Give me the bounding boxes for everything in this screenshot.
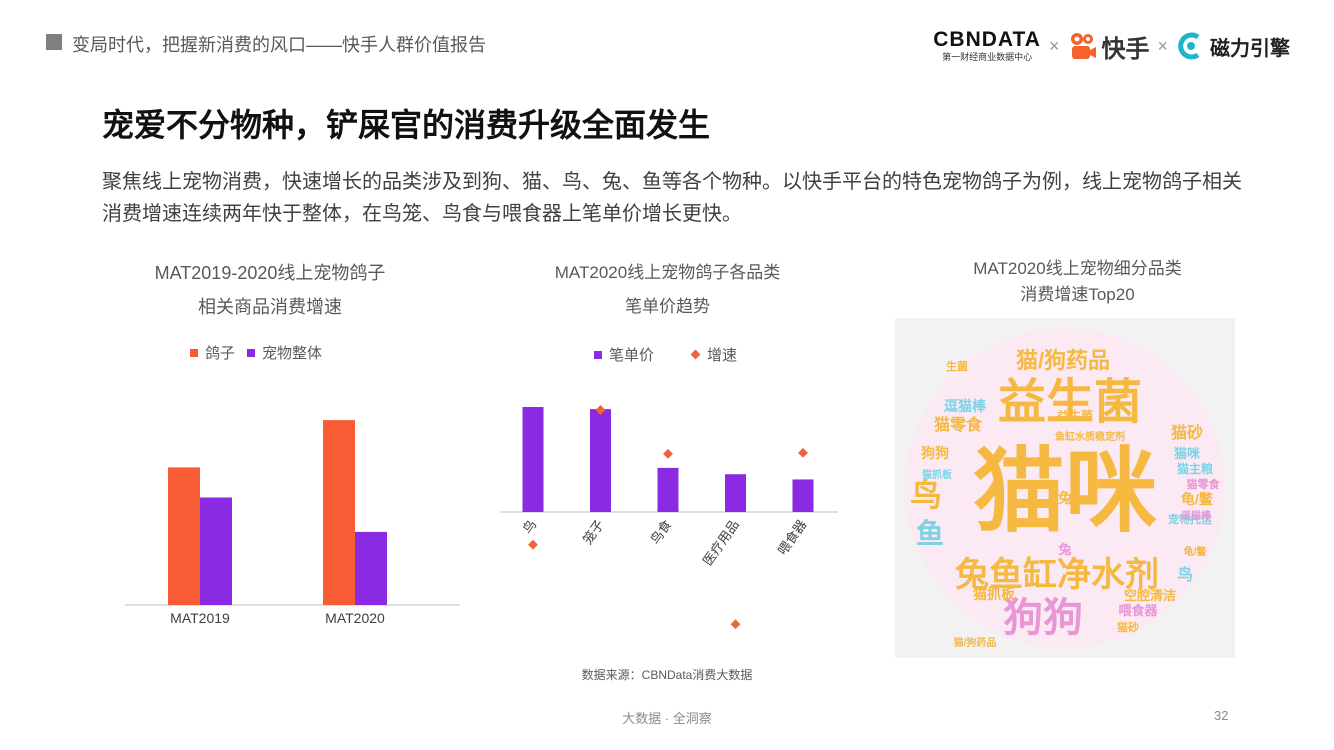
wordcloud-word-27: 兔 (1057, 542, 1071, 557)
wordcloud-panel: 猫咪 益生菌 兔鱼缸净水剂 狗狗 猫/狗药品鸟鱼猫零食 逗猫棒 猫砂 猫咪 龟/鳖 猫主粮 猫抓板空… (895, 318, 1235, 658)
wordcloud-word-23: 猫零食 (1187, 477, 1221, 491)
chart1-legend-label-1: 宠物整体 (262, 345, 322, 362)
wordcloud-word-8: 逗猫棒 (944, 398, 987, 414)
chart2-dot-4 (798, 447, 808, 458)
chart1-x-tick-0: MAT2019 (170, 610, 230, 626)
chart1-title: MAT2019-2020线上宠物鸽子 相关商品消费增速 (100, 256, 440, 324)
slide-title: 宠爱不分物种，铲屎官的消费升级全面发生 (102, 107, 711, 143)
wordcloud-word-25: 生菌 (946, 359, 968, 373)
wordcloud-word-24: 逗猫棒 (1181, 509, 1212, 522)
wordcloud-word-7: 猫零食 (934, 415, 983, 434)
wordcloud-word-14: 空腔清洁 (1124, 588, 1176, 603)
wordcloud-word-12: 猫主粮 (1177, 461, 1213, 476)
chart1-legend-swatch-0 (190, 349, 198, 357)
wordcloud-word-2: 兔鱼缸净水剂 (955, 555, 1159, 594)
chart1-legend: 鸽子 宠物整体 (190, 345, 322, 362)
chart1-legend-label-0: 鸽子 (205, 345, 235, 362)
cili-logo: 磁力引擎 (1176, 31, 1290, 61)
chart3-title: MAT2020线上宠物细分品类 消费增速Top20 (900, 256, 1255, 308)
chart2-dot-3 (730, 619, 741, 630)
chart1-svg: 鸽子 宠物整体 MAT2019 MAT2020 (125, 345, 460, 626)
times-separator: × (1048, 35, 1060, 56)
partner-logos: CBNDATA 第一财经商业数据中心 × 快手 × 磁力引擎 (933, 24, 1290, 68)
wordcloud-word-3: 狗狗 (1003, 596, 1083, 640)
wordcloud-word-22: 猫/狗药品 (954, 636, 997, 649)
chart2-x-tick-0: 鸟 (520, 517, 540, 536)
chart1-bar-MAT2019-1 (200, 497, 232, 605)
wordcloud-word-9: 猫砂 (1171, 423, 1203, 442)
chart1-legend-swatch-1 (247, 349, 255, 357)
cbndata-logo: CBNDATA 第一财经商业数据中心 (933, 29, 1041, 63)
wordcloud-word-21: 宠物托运 (1168, 512, 1212, 526)
chart1-title-line1: MAT2019-2020线上宠物鸽子 (154, 263, 386, 283)
chart2-bar-3 (725, 474, 746, 512)
wordcloud-word-10: 猫咪 (1174, 446, 1201, 461)
times-separator-2: × (1157, 35, 1168, 56)
wordcloud-word-4: 猫/狗药品 (1016, 348, 1110, 373)
chart2-bar-2 (657, 467, 679, 512)
chart2-title-line1: MAT2020线上宠物鸽子各品类 (554, 263, 781, 282)
chart1-bar-MAT2020-1 (355, 531, 387, 605)
wordcloud-word-6: 鱼 (916, 518, 944, 549)
chart1-bar-MAT2019-0 (168, 467, 200, 605)
chart2-x-tick-3: 医疗用品 (700, 517, 742, 568)
wordcloud-word-28: 猫抓板 (922, 468, 953, 481)
chart3-title-line2: 消费增速Top20 (1020, 285, 1135, 304)
wordcloud-circle-bg (905, 328, 1225, 648)
cili-logo-text: 磁力引擎 (1210, 37, 1290, 60)
wordcloud-svg: 猫咪益生菌兔鱼缸净水剂狗狗猫/狗药品鸟鱼猫零食逗猫棒猫砂猫咪龟/鳖猫主粮猫抓板空… (905, 328, 1225, 649)
slide-description: 聚焦线上宠物消费，快速增长的品类涉及到狗、猫、鸟、兔、鱼等各个物种。以快手平台的… (102, 171, 1242, 225)
chart2-dot-2 (663, 448, 673, 459)
chart1-title-line2: 相关商品消费增速 (198, 297, 342, 317)
chart2-legend-label-dot: 增速 (707, 347, 737, 364)
wordcloud-word-26: 鸟 (1177, 565, 1193, 584)
wordcloud-word-0: 猫咪 (973, 441, 1157, 543)
chart2-x-tick-1: 笼子 (580, 517, 607, 547)
wordcloud-word-13: 猫抓板 (973, 586, 1016, 602)
chart2-x-tick-4: 喂食器 (775, 517, 810, 558)
wordcloud-word-11: 龟/鳖 (1181, 491, 1214, 507)
header-square-icon (46, 34, 62, 50)
cbndata-logo-text: CBNDATA (933, 28, 1041, 51)
wordcloud-word-1: 益生菌 (998, 376, 1142, 429)
wordcloud-word-16: 猫砂 (1117, 620, 1139, 634)
chart2-svg: 笔单价 增速鸟 笼子 鸟食 医疗用品 喂食器 (500, 347, 838, 630)
chart2-legend-swatch-dot (690, 349, 701, 360)
wordcloud-word-29: 龟/鳖 (1184, 545, 1208, 558)
wordcloud-word-19: 益生菌 (1057, 408, 1093, 423)
chart2-bar-0 (522, 407, 544, 512)
cbndata-logo-subtext: 第一财经商业数据中心 (942, 52, 1033, 62)
chart2-legend-swatch-bar (594, 351, 602, 359)
wordcloud-word-20: 鱼缸水质稳定剂 (1055, 430, 1125, 443)
kuaishou-camera-icon (1071, 33, 1097, 59)
chart2-title-line2: 笔单价趋势 (625, 297, 710, 316)
chart2-bar-4 (792, 479, 814, 512)
page-number: 32 (1214, 708, 1229, 723)
kuaishou-logo-text: 快手 (1101, 35, 1150, 63)
chart2-bar-1 (590, 409, 611, 512)
chart1-bar-MAT2020-0 (323, 420, 355, 605)
data-source: 数据来源：CBNData消费大数据 (581, 668, 753, 682)
footer-tagline: 大数据 · 全洞察 (622, 711, 712, 726)
wordcloud-word-15: 喂食器 (1118, 603, 1158, 618)
chart2-legend-label-bar: 笔单价 (609, 347, 654, 364)
chart2-title: MAT2020线上宠物鸽子各品类 笔单价趋势 (490, 256, 845, 324)
chart2-dot-0 (528, 539, 538, 550)
chart2-legend: 笔单价 增速 (594, 347, 737, 364)
wordcloud-word-17: 狗狗 (921, 445, 949, 461)
chart1-x-tick-1: MAT2020 (325, 610, 385, 626)
kuaishou-logo: 快手 (1067, 29, 1149, 64)
header-title: 变局时代，把握新消费的风口——快手人群价值报告 (72, 35, 486, 55)
wordcloud-word-18: 兔 (1057, 490, 1072, 506)
chart3-title-line1: MAT2020线上宠物细分品类 (973, 259, 1182, 278)
chart2-dot-1 (595, 405, 606, 415)
cili-engine-icon (1178, 32, 1200, 60)
wordcloud-word-5: 鸟 (910, 477, 942, 513)
chart2-x-tick-2: 鸟食 (647, 517, 674, 547)
